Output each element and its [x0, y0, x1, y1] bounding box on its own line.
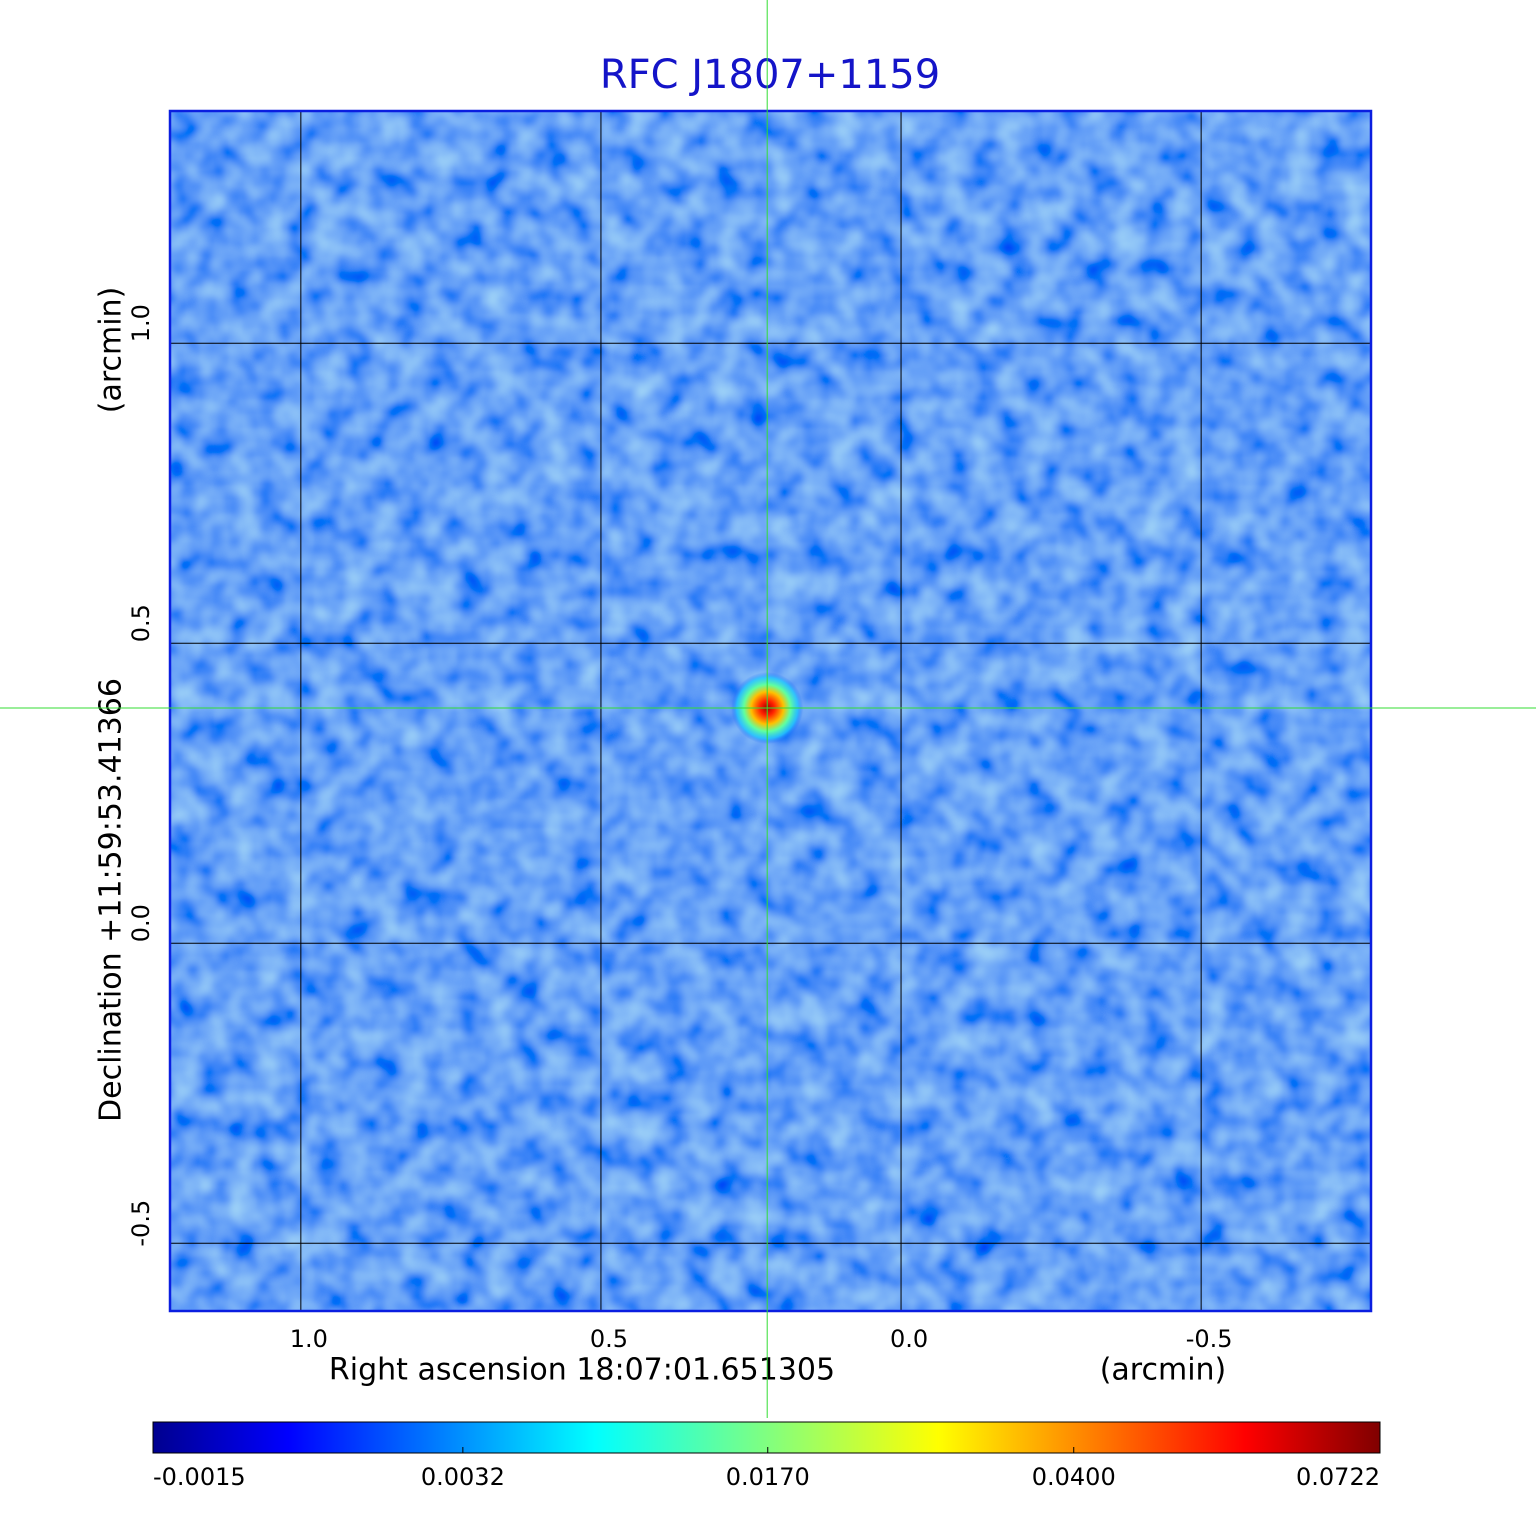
plot-frame [168, 109, 1373, 1313]
x-tick-label: -0.5 [1186, 1325, 1233, 1353]
y-tick-label: 0.0 [127, 904, 155, 942]
y-axis-unit: (arcmin) [94, 287, 129, 414]
chart-title: RFC J1807+1159 [600, 52, 940, 98]
y-tick-label: -0.5 [127, 1200, 155, 1247]
x-tick-label: 1.0 [290, 1325, 328, 1353]
x-axis-unit: (arcmin) [1100, 1353, 1227, 1388]
colorbar-tick-label: 0.0032 [421, 1463, 505, 1491]
x-axis-label: Right ascension 18:07:01.651305 [329, 1353, 835, 1388]
colorbar [152, 1421, 1381, 1454]
x-tick-label: 0.0 [890, 1325, 928, 1353]
colorbar-tick-label: -0.0015 [153, 1463, 246, 1491]
y-axis-label: Declination +11:59:53.41366 [94, 678, 129, 1122]
x-tick-label: 0.5 [590, 1325, 628, 1353]
colorbar-tick-label: 0.0722 [1296, 1463, 1380, 1491]
colorbar-tick-label: 0.0400 [1032, 1463, 1116, 1491]
y-tick-label: 1.0 [127, 304, 155, 342]
y-tick-label: 0.5 [127, 604, 155, 642]
colorbar-tick-label: 0.0170 [726, 1463, 810, 1491]
